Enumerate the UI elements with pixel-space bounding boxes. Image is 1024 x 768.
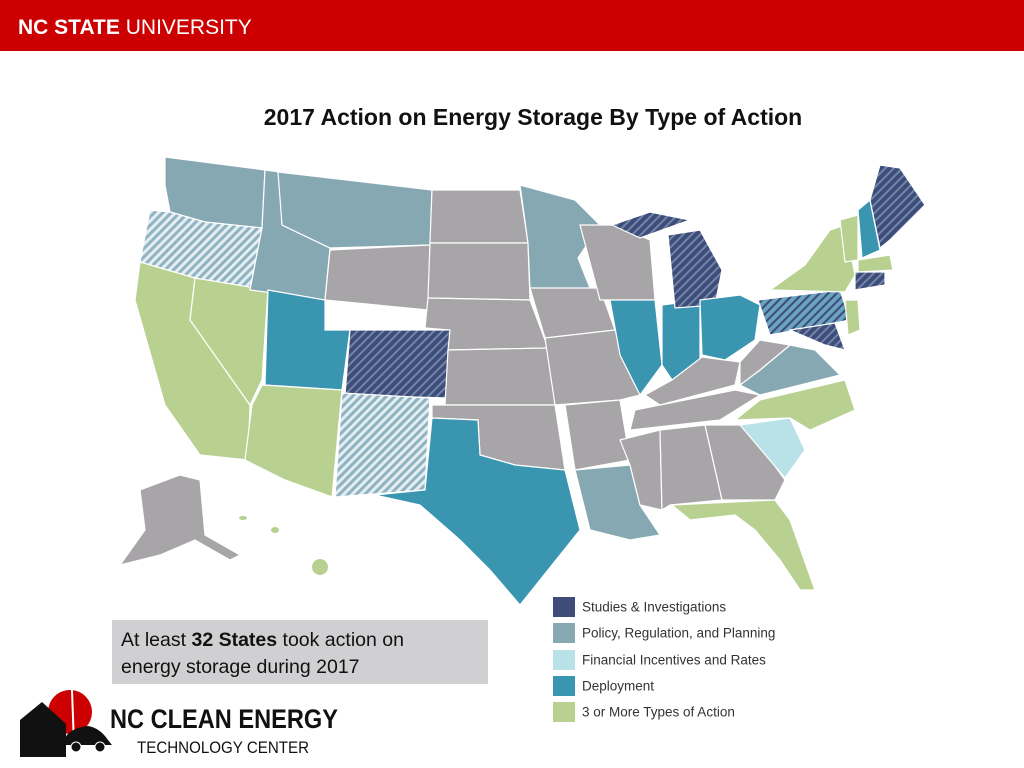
state [857, 198, 881, 259]
callout-box [112, 620, 488, 684]
state [118, 474, 242, 566]
state [629, 389, 762, 431]
state [444, 347, 556, 406]
state [704, 424, 786, 501]
callout-line1: At least 32 States took action on [121, 629, 404, 651]
state [244, 384, 343, 498]
state [429, 189, 529, 244]
state [344, 329, 451, 399]
logo-car [62, 726, 112, 745]
legend-label: Financial Incentives and Rates [582, 653, 766, 668]
state [610, 211, 693, 239]
state [427, 242, 531, 301]
logo-line1: NC CLEAN ENERGY [110, 704, 338, 734]
state [733, 379, 856, 431]
state [667, 229, 723, 309]
legend-label: Studies & Investigations [582, 600, 726, 615]
state [609, 299, 663, 397]
state [334, 392, 431, 498]
legend-swatch [553, 676, 575, 696]
legend-label: 3 or More Types of Action [582, 705, 735, 720]
state [579, 224, 656, 301]
logo-wheel [70, 741, 82, 753]
logo-line2: TECHNOLOGY CENTER [137, 738, 309, 757]
state [659, 424, 723, 512]
callout-text: took action on [283, 629, 404, 651]
legend-label: Deployment [582, 679, 654, 694]
state [564, 399, 631, 471]
legend-swatch [553, 650, 575, 670]
legend: Studies & Investigations Policy, Regulati… [553, 597, 775, 722]
logo-house [20, 702, 66, 757]
legend-swatch [553, 597, 575, 617]
legend-swatch [553, 623, 575, 643]
state [857, 254, 894, 273]
state [271, 527, 279, 533]
logo-wheel [94, 741, 106, 753]
state [738, 417, 806, 479]
legend-swatch [553, 702, 575, 722]
state [277, 171, 433, 249]
header-bar [0, 0, 1024, 51]
state [739, 339, 792, 387]
legend-label: Policy, Regulation, and Planning [582, 626, 775, 641]
state [239, 516, 247, 520]
state [324, 244, 431, 311]
state [699, 294, 761, 361]
state [312, 559, 328, 575]
state [264, 289, 351, 391]
state [519, 184, 601, 291]
state [544, 329, 641, 406]
brand-bold: NC STATE [18, 16, 120, 39]
state [670, 499, 816, 591]
callout: At least 32 States took action on energy… [112, 620, 488, 684]
callout-text: At least [121, 629, 187, 651]
callout-emphasis: 32 States [191, 629, 277, 651]
brand: NC STATE UNIVERSITY [18, 16, 252, 39]
state [869, 164, 926, 250]
callout-line2: energy storage during 2017 [121, 656, 360, 678]
title: 2017 Action on Energy Storage By Type of… [264, 104, 802, 130]
state [374, 417, 581, 606]
logo: NC CLEAN ENERGY TECHNOLOGY CENTER [20, 689, 338, 757]
state [619, 429, 663, 511]
state [844, 299, 861, 336]
brand-rest: UNIVERSITY [126, 16, 252, 39]
state [787, 322, 846, 351]
us-map [118, 156, 926, 606]
state [854, 271, 886, 291]
